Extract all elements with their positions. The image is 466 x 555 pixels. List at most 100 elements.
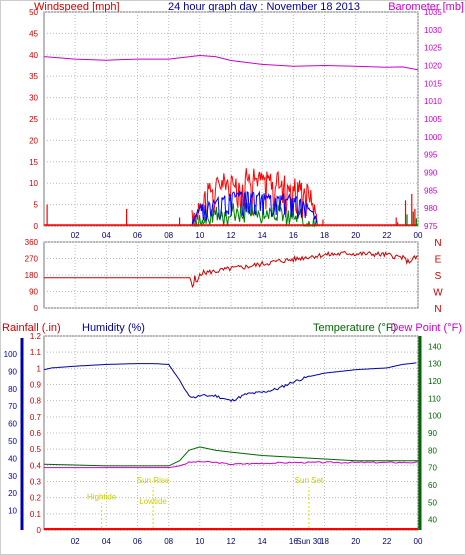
humidity-y-tick-label: 50 bbox=[8, 437, 17, 446]
rain-y-tick-label: 0.3 bbox=[30, 478, 42, 487]
wind-y-tick-label: 0 bbox=[34, 222, 39, 231]
humidity-x-tick-label: 20 bbox=[351, 537, 360, 546]
wind-y-tick-label: 40 bbox=[29, 51, 38, 60]
humidity-x-tick-label: 02 bbox=[71, 537, 80, 546]
barometer-y-tick-label: 1030 bbox=[424, 26, 442, 35]
wind-x-tick-label: 14 bbox=[258, 231, 267, 240]
temperature-y-tick-label: 40 bbox=[428, 516, 437, 525]
event-label: Lowtide bbox=[139, 497, 167, 506]
temperature-y-tick-label: 50 bbox=[428, 498, 437, 507]
temperature-y-tick-label: 140 bbox=[428, 342, 442, 351]
graph-title: 24 hour graph day : November 18 2013 bbox=[168, 1, 360, 13]
direction-data bbox=[44, 250, 419, 289]
rain-y-tick-label: 0.1 bbox=[30, 510, 42, 519]
wind-y-tick-label: 5 bbox=[34, 201, 39, 210]
humidity-temperature-panel: 0 0.1 0.2 0.3 0.4 0.5 0.6 0.7 0.8 0.9 1 1.1 1.2 10 20… bbox=[4, 332, 442, 546]
temperature-y-tick-label: 90 bbox=[428, 429, 437, 438]
barometer-y-tick-label: 1020 bbox=[424, 62, 442, 71]
compass-label: S bbox=[435, 271, 442, 282]
humidity-x-tick-label: 10 bbox=[195, 537, 204, 546]
barometer-y-tick-label: 985 bbox=[424, 186, 438, 195]
wind-average-line bbox=[191, 190, 318, 227]
direction-grid bbox=[44, 241, 419, 309]
humidity-y-tick-label: 40 bbox=[8, 454, 17, 463]
compass-label: N bbox=[434, 238, 441, 249]
barometer-label: Barometer [mb] bbox=[388, 1, 464, 13]
temperature-y-tick-label: 100 bbox=[428, 412, 442, 421]
humidity-x-tick-label: 06 bbox=[133, 537, 142, 546]
rain-y-tick-label: 0.7 bbox=[30, 413, 42, 422]
temperature-y-tick-label: 130 bbox=[428, 360, 442, 369]
humidity-x-tick-label: 00 bbox=[414, 537, 423, 546]
compass-label: E bbox=[435, 255, 442, 266]
wind-x-tick-label: 22 bbox=[382, 231, 391, 240]
humidity-y-tick-label: 80 bbox=[8, 385, 17, 394]
wind-data bbox=[43, 54, 419, 228]
event-label: Sun Set bbox=[295, 476, 324, 485]
humidity-label: Humidity (%) bbox=[82, 322, 145, 334]
compass-label: N bbox=[434, 304, 441, 315]
wind-direction-line bbox=[44, 250, 419, 289]
barometer-y-tick-label: 1035 bbox=[424, 8, 442, 17]
wind-x-tick-label: 08 bbox=[164, 231, 173, 240]
temperature-label: Temperature (°F) bbox=[313, 322, 396, 334]
humidity-y-tick-label: 90 bbox=[8, 367, 17, 376]
barometer-y-tick-label: 990 bbox=[424, 169, 438, 178]
event-label: Sun Rise bbox=[137, 476, 170, 485]
rain-y-axis: 0 0.1 0.2 0.3 0.4 0.5 0.6 0.7 0.8 0.9 1 1.1 1.2 bbox=[30, 332, 42, 535]
wind-x-tick-label: 00 bbox=[414, 231, 423, 240]
humidity-x-tick-label: 08 bbox=[164, 537, 173, 546]
humidity-y-tick-label: 20 bbox=[8, 489, 17, 498]
barometer-y-tick-label: 1025 bbox=[424, 44, 442, 53]
axis-date-label: Sun 30 bbox=[296, 537, 322, 546]
wind-x-tick-label: 16 bbox=[289, 231, 298, 240]
humidity-x-tick-label: 16 bbox=[289, 537, 298, 546]
temperature-y-tick-label: 120 bbox=[428, 377, 442, 386]
direction-y-tick-label: 180 bbox=[25, 271, 39, 280]
humidity-x-axis: 02 04 06 08 10 12 14 16 18 20 22 00 Sun 30 bbox=[71, 537, 423, 546]
rain-y-tick-label: 0.2 bbox=[30, 494, 42, 503]
rainfall-label: Rainfall (.in) bbox=[2, 322, 61, 334]
dewpoint-label: Dew Point (°F) bbox=[390, 322, 462, 334]
wind-x-tick-label: 20 bbox=[351, 231, 360, 240]
humidity-y-axis: 10 20 30 40 50 60 70 80 90 100 bbox=[4, 338, 24, 530]
barometer-y-tick-label: 975 bbox=[424, 222, 438, 231]
temperature-y-tick-label: 70 bbox=[428, 464, 437, 473]
direction-y-tick-label: 270 bbox=[25, 255, 39, 264]
dewpoint-line bbox=[44, 460, 419, 469]
direction-y-tick-label: 0 bbox=[34, 304, 39, 313]
compass-label: W bbox=[433, 288, 443, 299]
rain-y-tick-label: 0.9 bbox=[30, 381, 42, 390]
temperature-line bbox=[43, 446, 418, 467]
rain-y-tick-label: 0 bbox=[37, 526, 42, 535]
humidity-x-tick-label: 18 bbox=[320, 537, 329, 546]
wind-x-tick-label: 04 bbox=[102, 231, 111, 240]
direction-y-tick-label: 360 bbox=[25, 238, 39, 247]
humidity-y-tick-label: 100 bbox=[4, 350, 18, 359]
barometer-y-tick-label: 980 bbox=[424, 204, 438, 213]
rain-y-tick-label: 1 bbox=[37, 364, 42, 373]
rain-y-tick-label: 0.8 bbox=[30, 397, 42, 406]
barometer-y-tick-label: 1010 bbox=[424, 97, 442, 106]
barometer-y-axis: 975 980 985 990 995 1000 1005 1010 1015 1020 1025 1… bbox=[424, 8, 442, 231]
wind-y-tick-label: 35 bbox=[29, 72, 38, 81]
wind-x-tick-label: 10 bbox=[195, 231, 204, 240]
humidity-data: Hightide Sun Rise Lowtide Sun Set bbox=[43, 362, 419, 530]
wind-y-axis: 0 5 10 15 20 25 30 35 40 45 50 bbox=[29, 8, 38, 231]
humidity-x-tick-label: 22 bbox=[382, 537, 391, 546]
wind-y-tick-label: 10 bbox=[29, 179, 38, 188]
wind-x-axis: 02 04 06 08 10 12 14 16 18 20 22 00 bbox=[71, 231, 423, 240]
wind-x-tick-label: 02 bbox=[71, 231, 80, 240]
humidity-x-tick-label: 14 bbox=[258, 537, 267, 546]
wind-gust-line bbox=[191, 168, 318, 227]
wind-x-tick-label: 06 bbox=[133, 231, 142, 240]
rain-y-tick-label: 0.5 bbox=[30, 445, 42, 454]
wind-y-tick-label: 15 bbox=[29, 158, 38, 167]
direction-y-axis: 0 90 180 270 360 bbox=[25, 238, 39, 313]
wind-x-tick-label: 12 bbox=[227, 231, 236, 240]
event-label: Hightide bbox=[87, 492, 117, 501]
wind-x-tick-label: 18 bbox=[320, 231, 329, 240]
